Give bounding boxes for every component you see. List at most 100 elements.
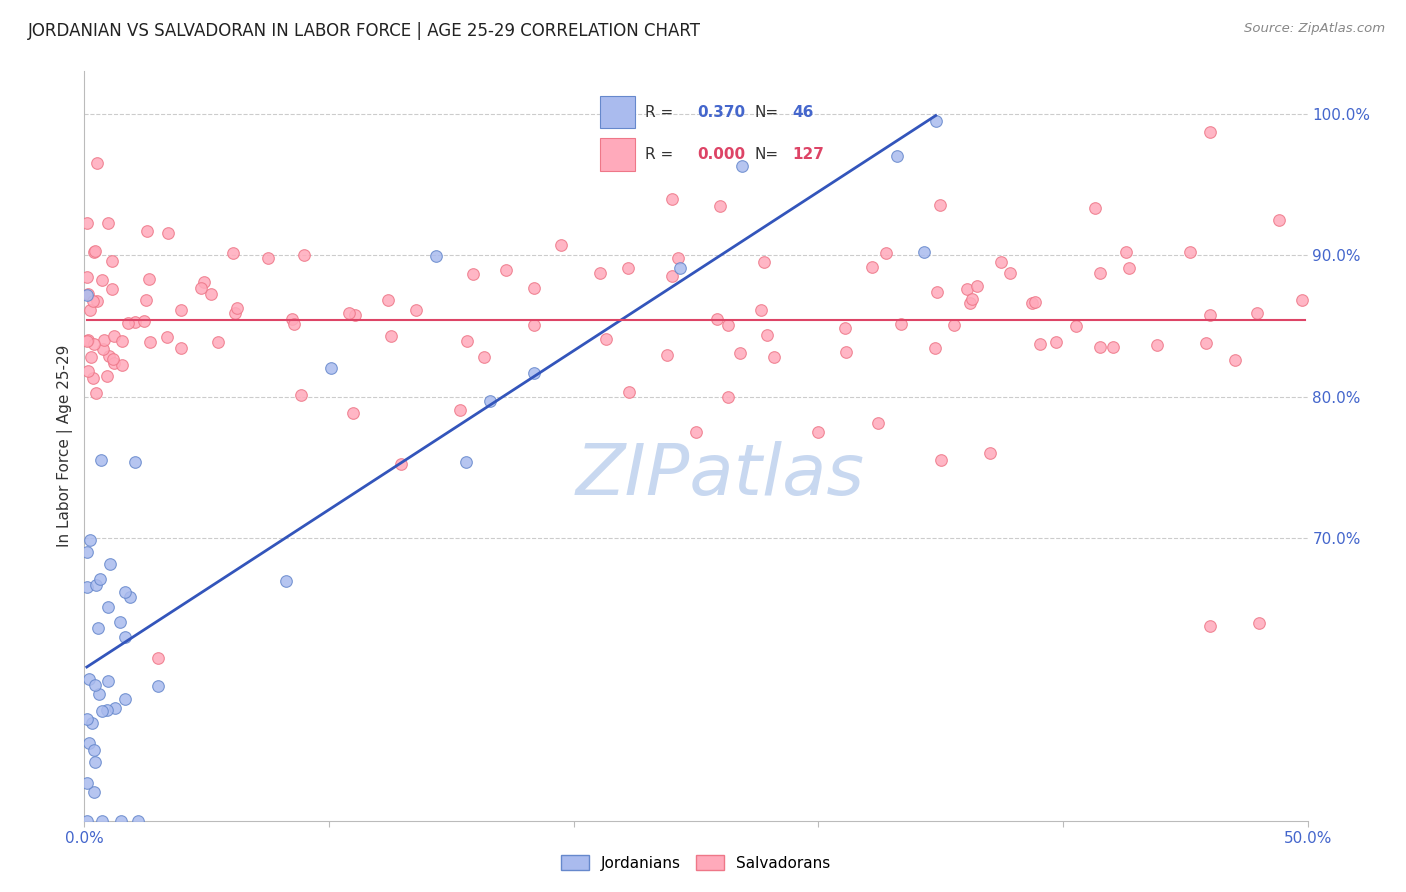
- Point: [77, 286, 100, 301]
- Point: [124, 315, 146, 329]
- Point: [124, 455, 146, 469]
- Point: [927, 285, 949, 300]
- Point: [135, 293, 157, 308]
- Point: [495, 262, 517, 277]
- Point: [1180, 245, 1202, 260]
- Point: [76, 580, 98, 594]
- Point: [924, 342, 946, 356]
- Point: [97, 599, 120, 614]
- Point: [91, 342, 114, 356]
- Point: [83, 336, 105, 351]
- Point: [96, 703, 118, 717]
- Point: [449, 402, 471, 417]
- Point: [96, 369, 118, 384]
- Point: [146, 651, 169, 665]
- Legend: Jordanians, Salvadorans: Jordanians, Salvadorans: [555, 848, 837, 877]
- Point: [84, 577, 107, 591]
- Point: [1246, 306, 1268, 320]
- Point: [685, 425, 707, 439]
- Point: [76, 334, 98, 348]
- Point: [76, 776, 98, 790]
- Point: [222, 246, 245, 260]
- Point: [731, 159, 754, 173]
- Point: [135, 224, 157, 238]
- Point: [860, 260, 883, 275]
- Point: [100, 282, 122, 296]
- Point: [1021, 296, 1043, 310]
- Point: [706, 312, 728, 326]
- Point: [1198, 618, 1220, 632]
- Point: [114, 585, 136, 599]
- Point: [728, 345, 751, 359]
- Y-axis label: In Labor Force | Age 25-29: In Labor Force | Age 25-29: [58, 345, 73, 547]
- Point: [463, 267, 485, 281]
- Text: ZIPatlas: ZIPatlas: [576, 442, 865, 510]
- Point: [616, 260, 638, 275]
- Point: [114, 630, 136, 644]
- Point: [752, 255, 775, 269]
- Point: [1223, 352, 1246, 367]
- Point: [886, 149, 908, 163]
- Point: [76, 814, 98, 828]
- Point: [76, 712, 98, 726]
- Point: [998, 266, 1021, 280]
- Point: [1024, 294, 1046, 309]
- Point: [661, 269, 683, 284]
- Point: [84, 386, 107, 401]
- Point: [912, 245, 935, 260]
- Point: [1198, 125, 1220, 139]
- Point: [156, 330, 179, 344]
- Point: [929, 198, 952, 212]
- Point: [76, 545, 98, 559]
- Point: [959, 295, 981, 310]
- Point: [1088, 266, 1111, 280]
- Point: [91, 814, 114, 828]
- Point: [319, 360, 342, 375]
- Point: [170, 302, 193, 317]
- Point: [1247, 615, 1270, 630]
- Point: [523, 318, 546, 332]
- Point: [281, 312, 304, 326]
- Point: [290, 388, 312, 402]
- Point: [96, 674, 118, 689]
- Point: [979, 446, 1001, 460]
- Point: [709, 199, 731, 213]
- Point: [138, 271, 160, 285]
- Point: [90, 453, 112, 467]
- Text: JORDANIAN VS SALVADORAN IN LABOR FORCE | AGE 25-29 CORRELATION CHART: JORDANIAN VS SALVADORAN IN LABOR FORCE |…: [28, 22, 702, 40]
- Point: [117, 316, 139, 330]
- Point: [377, 293, 399, 308]
- Point: [956, 282, 979, 296]
- Point: [200, 286, 222, 301]
- Point: [661, 192, 683, 206]
- Point: [257, 252, 280, 266]
- Point: [207, 334, 229, 349]
- Point: [666, 251, 689, 265]
- Point: [1084, 201, 1107, 215]
- Point: [717, 390, 740, 404]
- Point: [111, 334, 134, 348]
- Point: [76, 216, 98, 230]
- Point: [1268, 213, 1291, 227]
- Point: [756, 328, 779, 343]
- Point: [193, 275, 215, 289]
- Point: [274, 574, 297, 589]
- Text: Source: ZipAtlas.com: Source: ZipAtlas.com: [1244, 22, 1385, 36]
- Point: [77, 364, 100, 378]
- Point: [294, 248, 316, 262]
- Point: [84, 244, 107, 259]
- Point: [875, 246, 897, 260]
- Point: [342, 406, 364, 420]
- Point: [103, 700, 125, 714]
- Point: [101, 352, 124, 367]
- Point: [1146, 338, 1168, 352]
- Point: [89, 687, 111, 701]
- Point: [523, 280, 546, 294]
- Point: [77, 673, 100, 687]
- Point: [337, 305, 360, 319]
- Point: [100, 254, 122, 268]
- Point: [82, 371, 104, 385]
- Point: [1115, 244, 1137, 259]
- Point: [1088, 340, 1111, 354]
- Point: [90, 704, 112, 718]
